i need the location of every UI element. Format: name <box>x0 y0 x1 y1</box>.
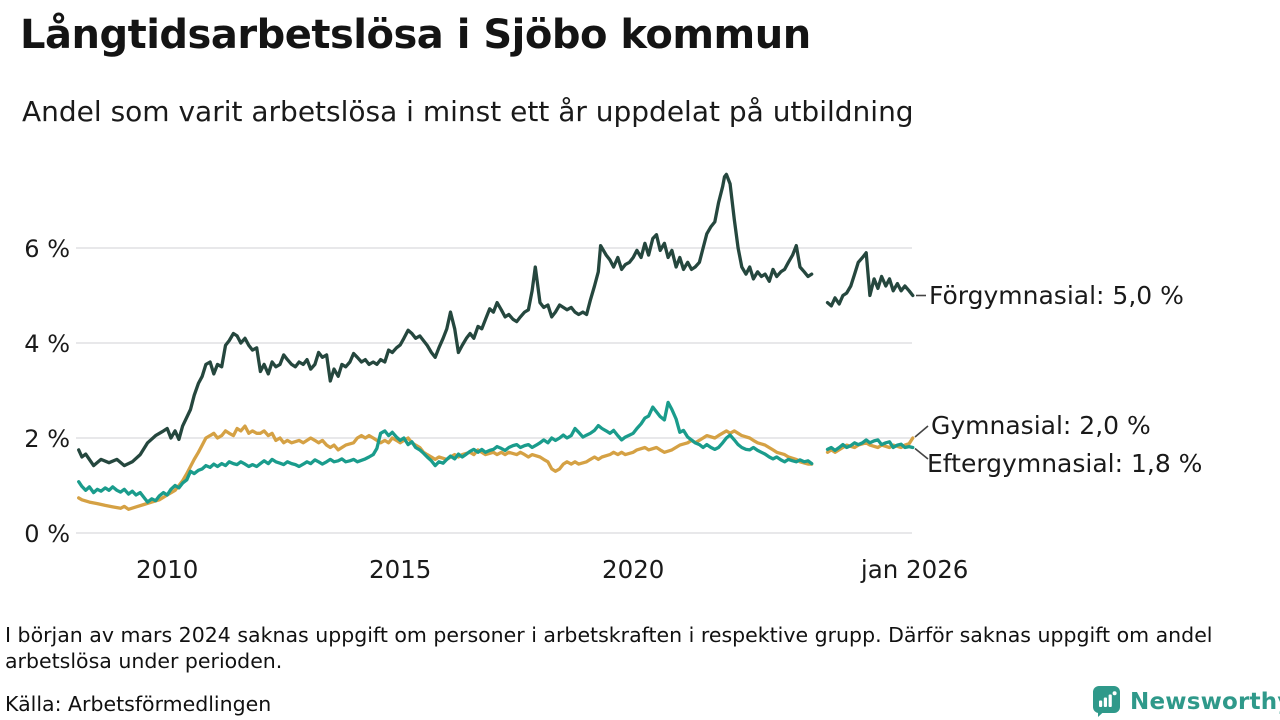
newsworthy-wordmark: Newsworthy <box>1130 688 1280 715</box>
label-connector-gymnasial <box>914 425 929 438</box>
y-tick-label: 6 % <box>24 235 70 263</box>
chart-subtitle: Andel som varit arbetslösa i minst ett å… <box>22 95 914 128</box>
y-tick-label: 4 % <box>24 330 70 358</box>
series-line-forgymnasial <box>77 172 915 468</box>
x-tick-label: 2015 <box>369 555 431 584</box>
series-end-label-forgymnasial: Förgymnasial: 5,0 % <box>929 281 1184 310</box>
newsworthy-bubble-chart-icon <box>1093 686 1120 717</box>
newsworthy-logo: Newsworthy <box>1092 685 1280 718</box>
page-title: Långtidsarbetslösa i Sjöbo kommun <box>20 12 811 58</box>
series-line-eftergymnasial <box>77 400 915 504</box>
label-connector-eftergymnasial <box>914 447 929 460</box>
y-tick-label: 0 % <box>24 520 70 548</box>
x-tick-label: 2020 <box>602 555 664 584</box>
y-tick-label: 2 % <box>24 425 70 453</box>
series-end-label-gymnasial: Gymnasial: 2,0 % <box>931 411 1151 440</box>
x-tick-label: jan 2026 <box>860 555 969 584</box>
footnote: I början av mars 2024 saknas uppgift om … <box>5 623 1213 673</box>
x-tick-label: 2010 <box>136 555 198 584</box>
series-end-label-eftergymnasial: Eftergymnasial: 1,8 % <box>927 449 1203 478</box>
source-label: Källa: Arbetsförmedlingen <box>5 692 272 716</box>
